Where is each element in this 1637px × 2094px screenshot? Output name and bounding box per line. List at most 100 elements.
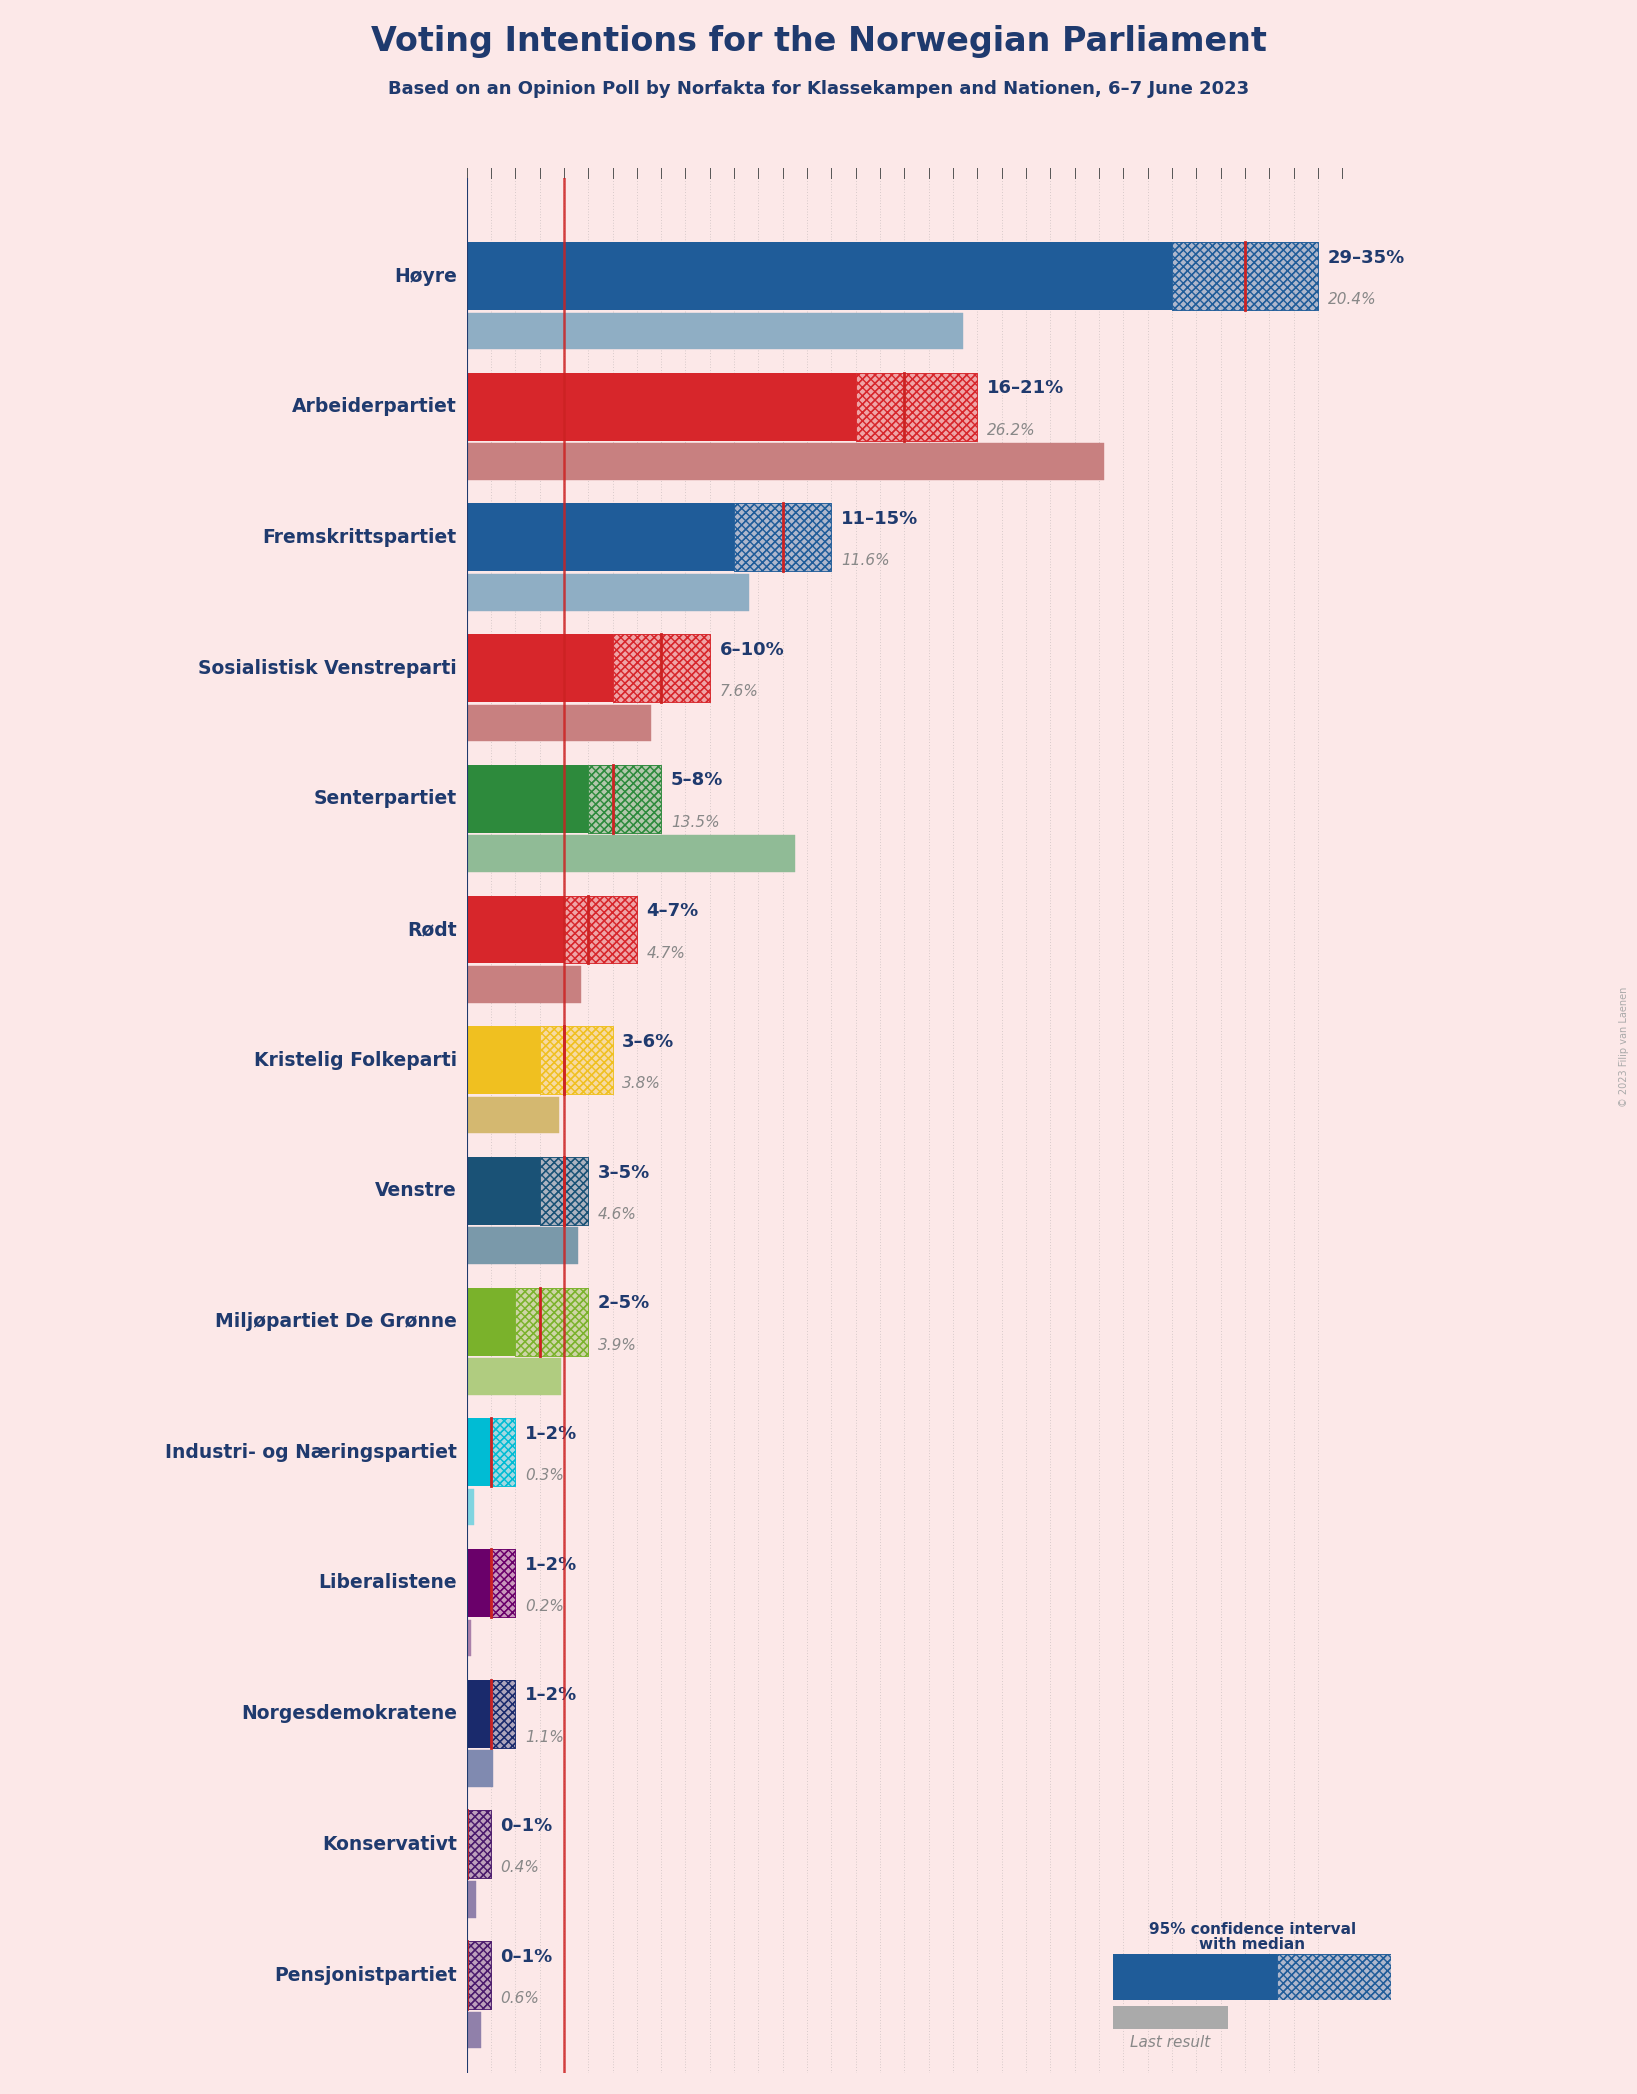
Bar xyxy=(588,764,661,833)
Text: with median: with median xyxy=(1200,1937,1305,1952)
Bar xyxy=(491,1418,516,1487)
Bar xyxy=(467,965,581,1003)
Bar xyxy=(612,634,710,701)
Bar xyxy=(856,373,977,440)
Bar xyxy=(467,574,748,611)
Text: Rødt: Rødt xyxy=(408,919,457,938)
Bar xyxy=(467,634,612,701)
Text: 7.6%: 7.6% xyxy=(720,685,758,699)
Text: 2–5%: 2–5% xyxy=(598,1294,650,1313)
Text: 4.7%: 4.7% xyxy=(647,946,686,961)
Bar xyxy=(612,634,710,701)
Bar xyxy=(612,634,710,701)
Bar xyxy=(467,1941,491,2008)
Bar xyxy=(467,706,652,741)
Text: Konservativt: Konservativt xyxy=(322,1834,457,1853)
Text: 1–2%: 1–2% xyxy=(525,1686,578,1705)
Text: 1.1%: 1.1% xyxy=(525,1730,563,1744)
Bar xyxy=(467,1489,473,1524)
Bar xyxy=(540,1156,588,1225)
Bar xyxy=(467,243,1172,310)
Bar xyxy=(856,373,977,440)
Bar xyxy=(467,1941,491,2008)
Bar xyxy=(467,1097,558,1133)
Bar xyxy=(467,764,588,833)
Bar xyxy=(467,965,581,1003)
Bar xyxy=(467,1026,540,1095)
Text: Miljøpartiet De Grønne: Miljøpartiet De Grønne xyxy=(214,1313,457,1332)
Bar xyxy=(467,1156,540,1225)
Text: 0–1%: 0–1% xyxy=(501,1947,553,1966)
Text: 4–7%: 4–7% xyxy=(647,903,699,919)
Text: 11.6%: 11.6% xyxy=(841,553,891,567)
Bar xyxy=(588,764,661,833)
Bar xyxy=(516,1288,588,1355)
Bar xyxy=(1172,243,1318,310)
Bar xyxy=(516,1288,588,1355)
Bar xyxy=(467,373,856,440)
Bar xyxy=(563,896,637,963)
Text: Arbeiderpartiet: Arbeiderpartiet xyxy=(291,398,457,417)
Text: 3.9%: 3.9% xyxy=(598,1338,637,1353)
Text: 3–5%: 3–5% xyxy=(598,1164,650,1181)
Text: 3.8%: 3.8% xyxy=(622,1076,661,1091)
Bar xyxy=(467,836,796,871)
Bar xyxy=(467,503,733,572)
Bar xyxy=(491,1550,516,1617)
Bar xyxy=(467,1489,473,1524)
Bar xyxy=(467,574,748,611)
Bar xyxy=(467,1941,491,2008)
Text: 1–2%: 1–2% xyxy=(525,1424,578,1443)
Bar xyxy=(491,1418,516,1487)
Bar xyxy=(491,1550,516,1617)
Text: 95% confidence interval: 95% confidence interval xyxy=(1149,1922,1355,1937)
Bar xyxy=(491,1418,516,1487)
Text: 0.3%: 0.3% xyxy=(525,1468,563,1483)
Bar xyxy=(467,1288,516,1355)
Bar xyxy=(516,1288,588,1355)
Bar xyxy=(467,444,1103,480)
Bar xyxy=(733,503,832,572)
Bar xyxy=(467,836,796,871)
Text: Voting Intentions for the Norwegian Parliament: Voting Intentions for the Norwegian Parl… xyxy=(370,25,1267,59)
Bar xyxy=(467,1751,493,1786)
Text: 29–35%: 29–35% xyxy=(1328,249,1405,266)
Bar xyxy=(467,1227,578,1265)
Text: Norgesdemokratene: Norgesdemokratene xyxy=(241,1705,457,1723)
Text: 11–15%: 11–15% xyxy=(841,511,918,528)
Bar xyxy=(467,1359,561,1395)
Text: 13.5%: 13.5% xyxy=(671,815,720,829)
Text: 5–8%: 5–8% xyxy=(671,771,724,789)
Text: 0.2%: 0.2% xyxy=(525,1600,563,1614)
Bar xyxy=(588,764,661,833)
Bar xyxy=(1172,243,1318,310)
Bar xyxy=(467,1619,471,1656)
Text: 6–10%: 6–10% xyxy=(720,641,784,660)
Bar xyxy=(563,896,637,963)
Bar xyxy=(467,1097,558,1133)
Text: Senterpartiet: Senterpartiet xyxy=(314,789,457,808)
Bar xyxy=(1172,243,1318,310)
Bar xyxy=(467,312,963,350)
Bar xyxy=(467,706,652,741)
Bar xyxy=(467,1880,476,1918)
Text: 3–6%: 3–6% xyxy=(622,1032,674,1051)
Bar xyxy=(467,1227,578,1265)
Text: 16–21%: 16–21% xyxy=(987,379,1064,398)
Text: Last result: Last result xyxy=(1130,2035,1211,2050)
Bar xyxy=(563,896,637,963)
Bar xyxy=(467,2012,481,2048)
Text: Based on an Opinion Poll by Norfakta for Klassekampen and Nationen, 6–7 June 202: Based on an Opinion Poll by Norfakta for… xyxy=(388,80,1249,98)
Text: Venstre: Venstre xyxy=(375,1181,457,1200)
Bar xyxy=(491,1679,516,1748)
Bar xyxy=(467,1880,476,1918)
Text: 0.6%: 0.6% xyxy=(501,1991,540,2006)
Bar xyxy=(540,1026,612,1095)
Bar xyxy=(491,1679,516,1748)
Bar xyxy=(540,1156,588,1225)
Bar xyxy=(467,1359,561,1395)
Bar xyxy=(467,1418,491,1487)
Bar xyxy=(856,373,977,440)
Text: 4.6%: 4.6% xyxy=(598,1206,637,1223)
Text: 0.4%: 0.4% xyxy=(501,1859,540,1876)
